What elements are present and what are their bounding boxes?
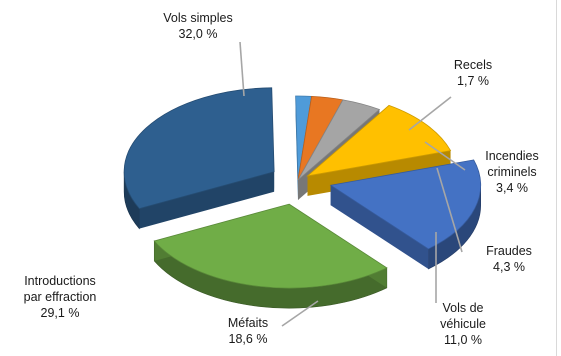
slice-labels: Vols simples 32,0 % Recels 1,7 % Incendies cr…	[24, 11, 539, 347]
leader-lines	[239, 41, 466, 327]
slice-label: Introductions par effraction 29,1 %	[24, 274, 97, 320]
leader-line	[281, 300, 319, 327]
pie-slice	[153, 203, 388, 289]
leader-line	[436, 167, 463, 253]
pie-slice	[329, 159, 482, 250]
leader-line	[408, 96, 452, 131]
pie-slice	[297, 99, 381, 181]
slice-tops	[123, 87, 482, 289]
slice-cut-face	[330, 185, 429, 269]
pie-slice	[123, 87, 275, 210]
slice-label: Fraudes 4,3 %	[486, 244, 532, 274]
frame-edge	[556, 0, 557, 356]
slice-label: Vols de véhicule 11,0 %	[440, 301, 486, 347]
slice-label: Recels 1,7 %	[454, 58, 492, 88]
pie-slice	[306, 104, 452, 177]
slice-label: Incendies criminels 3,4 %	[485, 149, 539, 195]
slice-label: Méfaits 18,6 %	[228, 316, 268, 346]
leader-line	[424, 141, 466, 171]
leader-line	[239, 41, 245, 97]
slice-cut-face	[139, 171, 275, 229]
slice-label: Vols simples 32,0 %	[163, 11, 232, 41]
